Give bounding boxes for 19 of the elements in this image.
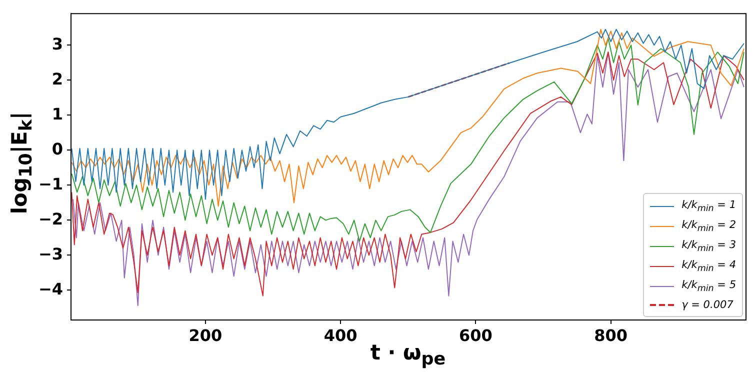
x-tick-label: 600 xyxy=(459,326,492,345)
y-tick-label: 0 xyxy=(52,139,63,158)
y-tick-label: 1 xyxy=(52,104,63,124)
legend-label: γ = 0.007 xyxy=(682,298,734,313)
x-axis-title: t · ω$_{pe}$ xyxy=(370,340,446,370)
y-tick-label: −2 xyxy=(38,209,63,228)
legend-label: k/k$_{min}$ = 1 xyxy=(682,198,736,216)
x-tick-label: 200 xyxy=(188,326,222,345)
legend-label: k/k$_{min}$ = 2 xyxy=(682,218,736,236)
y-tick-label: −4 xyxy=(38,279,63,298)
y-tick-label: 2 xyxy=(52,69,63,88)
x-tick-label: 400 xyxy=(324,326,358,345)
y-tick-label: 3 xyxy=(52,34,63,54)
legend-label: k/k$_{min}$ = 5 xyxy=(682,278,736,296)
legend-label: k/k$_{min}$ = 4 xyxy=(682,258,736,276)
x-tick-label: 800 xyxy=(594,326,628,345)
y-tick-label: −3 xyxy=(38,244,63,264)
y-tick-label: −1 xyxy=(38,174,63,194)
legend-label: k/k$_{min}$ = 3 xyxy=(682,238,736,256)
